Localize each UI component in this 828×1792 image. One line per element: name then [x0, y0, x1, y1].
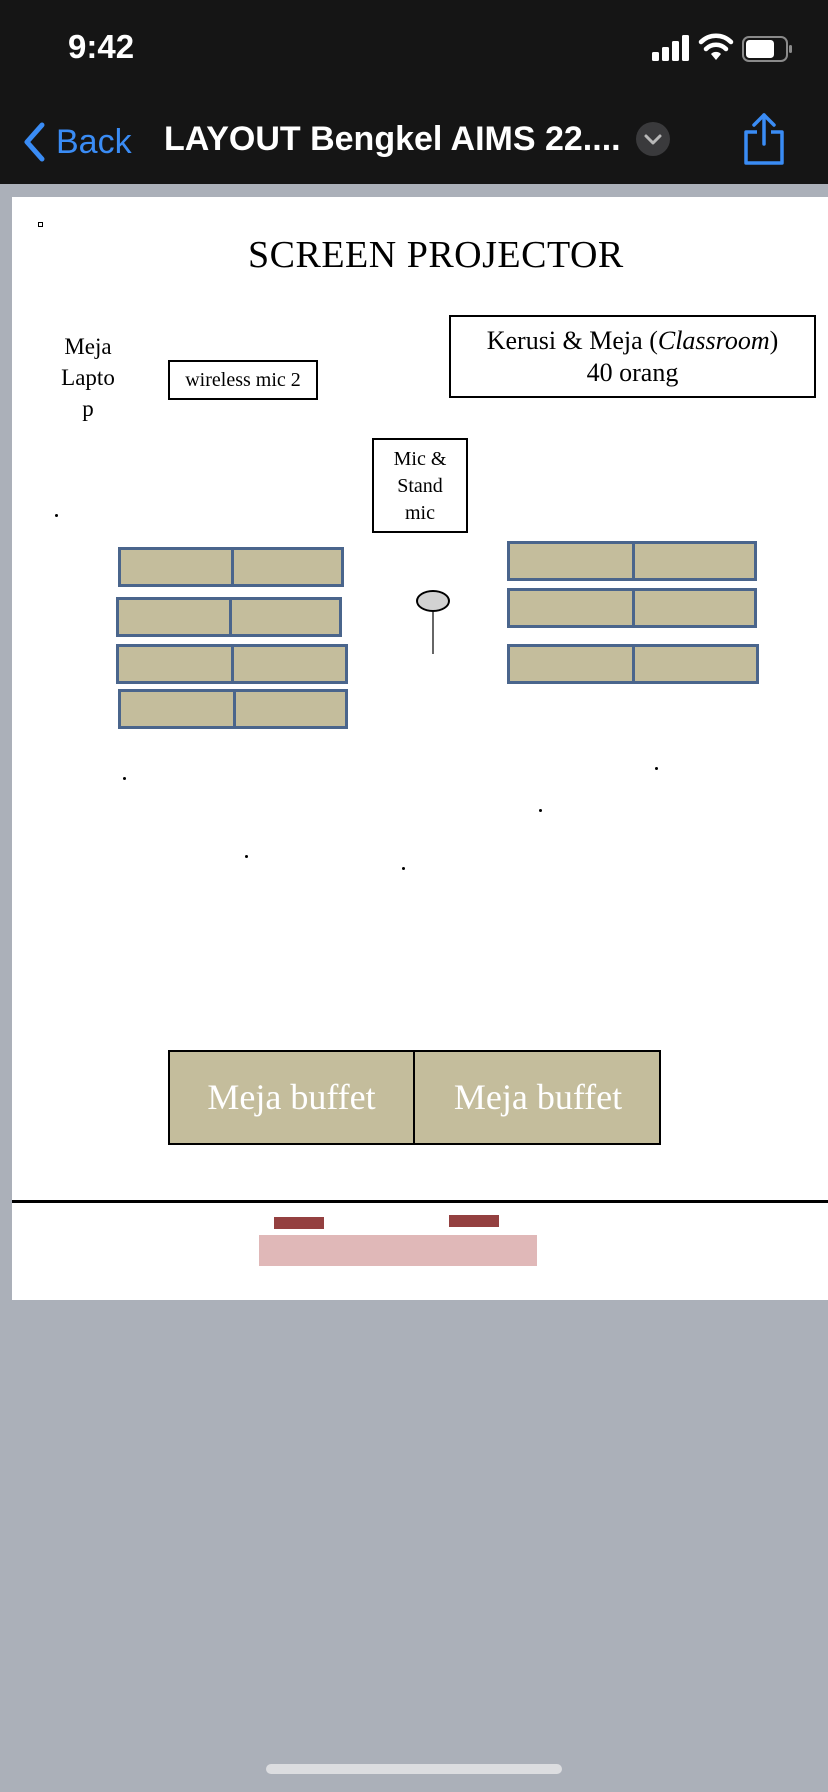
document-title[interactable]: LAYOUT Bengkel AIMS 22....: [164, 120, 620, 158]
stand-mic-line3: mic: [405, 502, 435, 524]
status-time: 9:42: [68, 28, 135, 65]
document-page: SCREEN PROJECTOR Meja Laptop wireless mi…: [12, 197, 828, 1300]
microphone-icon: [416, 590, 450, 612]
back-label: Back: [56, 122, 132, 161]
cellular-signal-icon: [652, 35, 689, 61]
buffet-table-right: Meja buffet: [453, 1077, 623, 1117]
buffet-table-group: Meja buffet Meja buffet: [168, 1050, 661, 1145]
screen-projector-label: SCREEN PROJECTOR: [248, 234, 624, 276]
classroom-table: [118, 689, 348, 729]
chevron-left-icon: [24, 122, 45, 162]
microphone-stand: [432, 612, 434, 654]
dot: [402, 867, 405, 870]
home-indicator[interactable]: [266, 1764, 562, 1774]
meja-laptop-label: Meja Laptop: [61, 334, 115, 421]
dot: [245, 855, 248, 858]
chevron-down-icon: [644, 134, 662, 145]
door-marker-right: [449, 1215, 499, 1227]
stand-mic-line2: Stand: [397, 475, 443, 497]
back-button[interactable]: Back: [22, 118, 132, 166]
marker-square: [38, 222, 43, 227]
classroom-table: [118, 547, 344, 587]
classroom-table: [507, 588, 757, 628]
title-menu-button[interactable]: [636, 122, 670, 156]
classroom-italic: Classroom: [657, 326, 770, 355]
wall-line: [12, 1200, 828, 1203]
wifi-icon: [698, 33, 734, 60]
classroom-table: [116, 597, 342, 637]
share-icon[interactable]: [742, 112, 786, 166]
entrance-area: [259, 1235, 537, 1266]
dot: [539, 809, 542, 812]
navigation-bar: Back LAYOUT Bengkel AIMS 22....: [0, 100, 828, 184]
dot: [655, 767, 658, 770]
battery-icon: [742, 36, 792, 62]
buffet-divider: [413, 1052, 415, 1143]
door-marker-left: [274, 1217, 324, 1229]
stand-mic-label: Mic & Stand mic: [372, 438, 468, 533]
dot: [123, 777, 126, 780]
dot: [55, 514, 58, 517]
classroom-prefix: Kerusi & Meja (: [486, 326, 658, 355]
classroom-table: [116, 644, 348, 684]
wireless-mic-label: wireless mic 2: [168, 360, 318, 400]
classroom-suffix: ): [769, 326, 779, 355]
classroom-label: Kerusi & Meja (Classroom) 40 orang: [449, 315, 816, 398]
buffet-table-left: Meja buffet: [207, 1077, 376, 1117]
classroom-table: [507, 541, 757, 581]
classroom-count: 40 orang: [586, 358, 679, 387]
status-bar: 9:42: [0, 0, 828, 100]
stand-mic-line1: Mic &: [393, 448, 447, 470]
classroom-table: [507, 644, 759, 684]
